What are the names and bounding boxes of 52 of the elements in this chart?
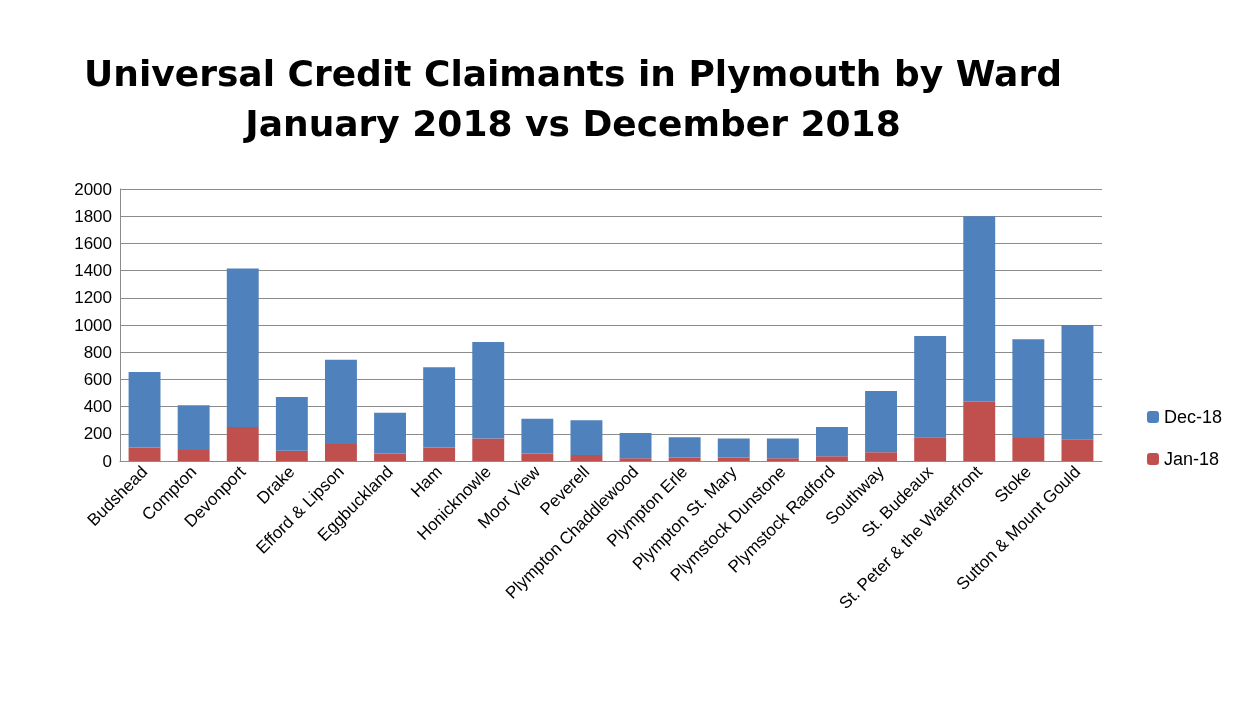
bar (717, 438, 750, 458)
bar (963, 216, 996, 402)
bar (275, 397, 308, 451)
bar (423, 367, 456, 448)
bar (177, 450, 210, 461)
bar (963, 401, 996, 461)
bar (619, 433, 652, 459)
bar (472, 438, 505, 461)
bar (1012, 437, 1045, 461)
bar (1012, 339, 1045, 438)
y-tick-label: 1800 (74, 206, 112, 226)
bar (570, 420, 603, 455)
bar (324, 444, 357, 461)
legend-label: Dec-18 (1163, 407, 1223, 427)
y-tick-label: 0 (102, 451, 112, 471)
bar (766, 458, 799, 461)
y-tick-label: 400 (83, 397, 112, 417)
bar (668, 437, 701, 458)
y-tick-label: 600 (83, 369, 112, 389)
y-tick-label: 2000 (74, 179, 112, 199)
bar (226, 427, 259, 461)
bar (521, 418, 554, 454)
bar (472, 342, 505, 439)
bar (226, 268, 259, 427)
y-tick-label: 1000 (74, 315, 112, 335)
bar (865, 390, 898, 453)
y-tick-label: 1400 (74, 261, 112, 281)
y-tick-label: 1200 (74, 288, 112, 308)
y-tick-label: 1600 (74, 233, 112, 253)
bar (619, 458, 652, 461)
bar (1061, 325, 1094, 440)
bar (521, 453, 554, 461)
bar (766, 438, 799, 459)
y-tick-label: 200 (83, 424, 112, 444)
chart-title: Universal Credit Claimants in Plymouth by Ward January 2018 vs December 2018 (84, 52, 1062, 144)
bar (865, 452, 898, 461)
bar (815, 427, 848, 457)
bar (914, 335, 947, 438)
legend-label: Jan-18 (1163, 449, 1220, 469)
bar (128, 447, 161, 461)
bar (1061, 439, 1094, 461)
y-tick-label: 800 (83, 342, 112, 362)
bar (374, 453, 407, 461)
bar (275, 450, 308, 461)
bar (324, 359, 357, 444)
bar (815, 456, 848, 461)
bar (374, 412, 407, 454)
bar (570, 454, 603, 461)
bar (177, 405, 210, 451)
bar (128, 371, 161, 448)
bar (914, 437, 947, 461)
bar (423, 447, 456, 461)
